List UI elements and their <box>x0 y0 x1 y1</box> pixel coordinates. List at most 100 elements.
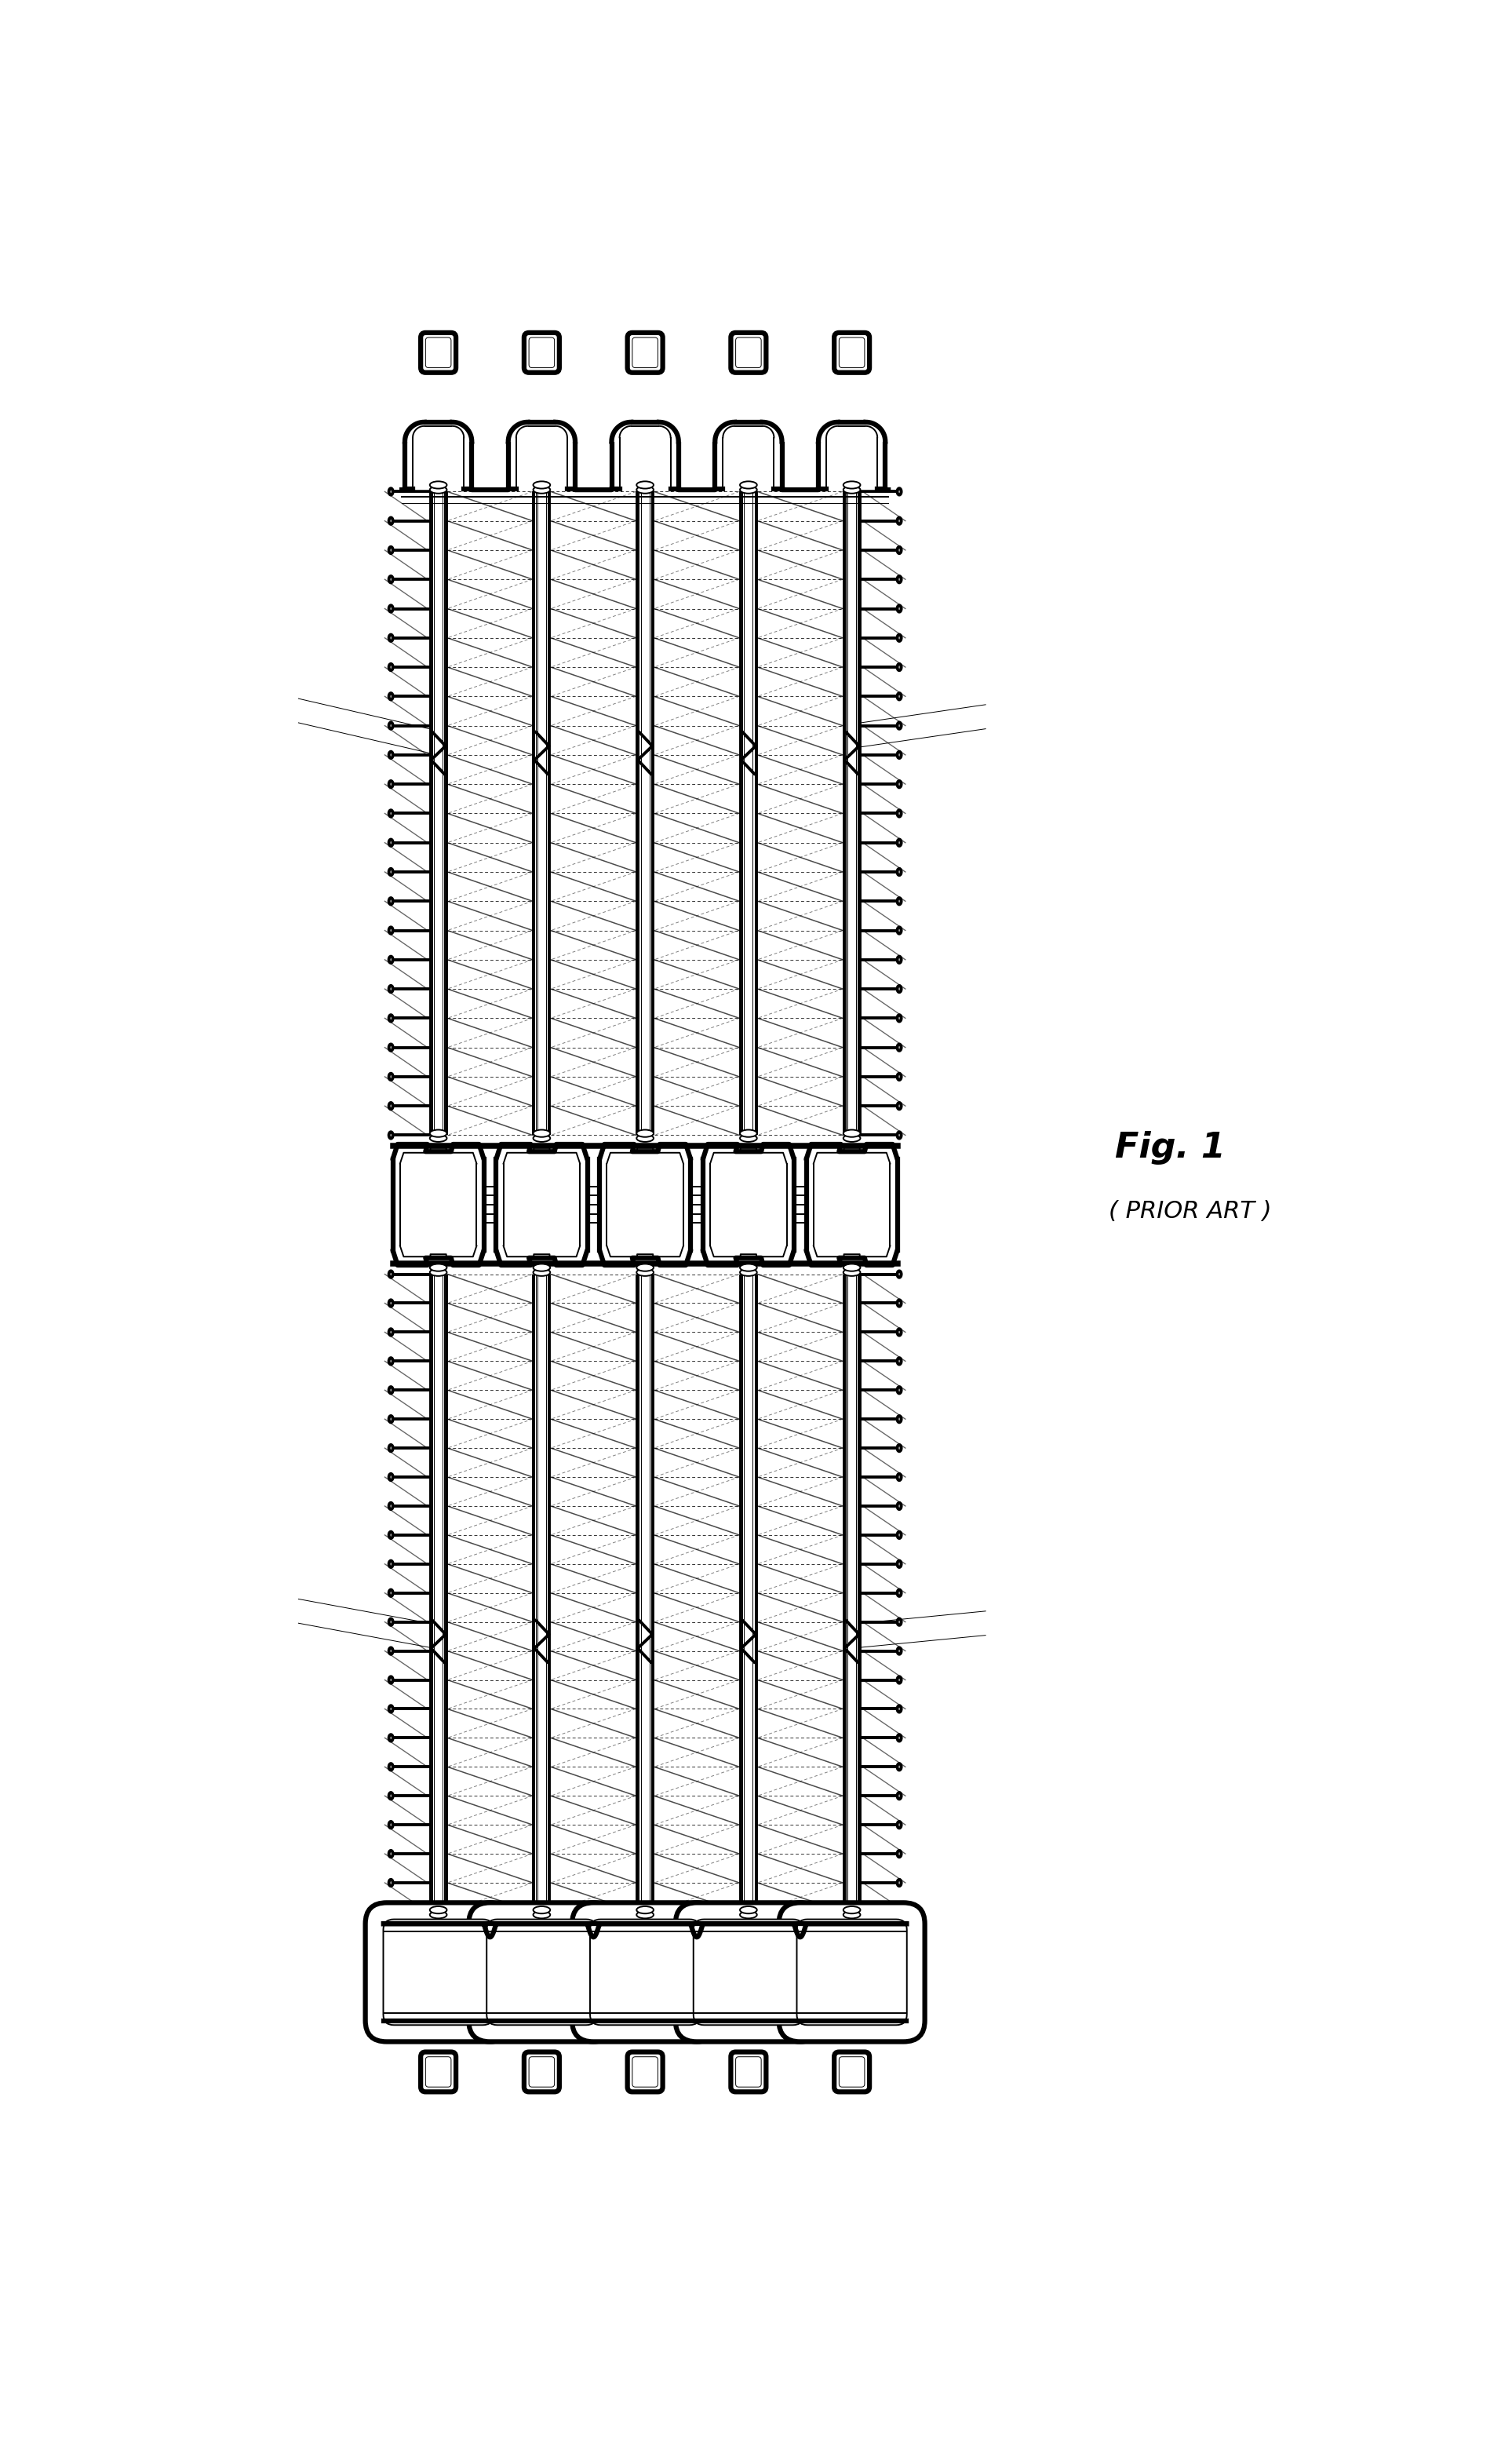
Ellipse shape <box>739 1911 758 1918</box>
Ellipse shape <box>429 1911 448 1918</box>
Ellipse shape <box>389 576 393 583</box>
Ellipse shape <box>897 1044 901 1052</box>
Ellipse shape <box>637 1135 653 1142</box>
Ellipse shape <box>739 486 758 493</box>
Ellipse shape <box>389 1415 393 1423</box>
Ellipse shape <box>897 1850 901 1857</box>
Ellipse shape <box>429 1264 448 1271</box>
Ellipse shape <box>897 869 901 876</box>
Ellipse shape <box>637 1264 653 1271</box>
Ellipse shape <box>389 1562 393 1566</box>
FancyBboxPatch shape <box>525 2052 559 2091</box>
FancyBboxPatch shape <box>632 2057 658 2086</box>
Ellipse shape <box>897 1647 901 1654</box>
FancyBboxPatch shape <box>487 1920 597 2025</box>
Ellipse shape <box>897 1706 901 1713</box>
FancyBboxPatch shape <box>694 1920 803 2025</box>
Ellipse shape <box>389 839 393 847</box>
Ellipse shape <box>389 488 393 495</box>
Ellipse shape <box>897 752 901 759</box>
Ellipse shape <box>897 781 901 788</box>
Ellipse shape <box>637 1911 653 1918</box>
FancyBboxPatch shape <box>779 1903 925 2042</box>
Ellipse shape <box>389 781 393 788</box>
Ellipse shape <box>534 486 550 493</box>
FancyBboxPatch shape <box>529 2057 555 2086</box>
Ellipse shape <box>389 1474 393 1481</box>
Ellipse shape <box>534 1911 550 1918</box>
Ellipse shape <box>897 605 901 612</box>
Ellipse shape <box>389 605 393 612</box>
Ellipse shape <box>389 1735 393 1742</box>
Ellipse shape <box>739 1130 758 1137</box>
Ellipse shape <box>897 839 901 847</box>
Ellipse shape <box>844 481 860 488</box>
Ellipse shape <box>389 1706 393 1713</box>
Ellipse shape <box>389 634 393 642</box>
Ellipse shape <box>844 486 860 493</box>
Text: Fig. 1: Fig. 1 <box>1114 1130 1225 1164</box>
Ellipse shape <box>637 486 653 493</box>
FancyBboxPatch shape <box>590 1920 700 2025</box>
Ellipse shape <box>389 1074 393 1081</box>
Ellipse shape <box>389 1132 393 1139</box>
Ellipse shape <box>429 481 448 488</box>
Ellipse shape <box>897 693 901 700</box>
Ellipse shape <box>429 486 448 493</box>
Ellipse shape <box>389 1044 393 1052</box>
Ellipse shape <box>389 1618 393 1625</box>
Ellipse shape <box>897 1908 901 1915</box>
Ellipse shape <box>844 1264 860 1271</box>
Ellipse shape <box>897 517 901 525</box>
Ellipse shape <box>389 956 393 964</box>
Bar <box>496 1152 587 1259</box>
Bar <box>508 422 575 488</box>
Ellipse shape <box>897 1444 901 1452</box>
Ellipse shape <box>897 722 901 730</box>
Ellipse shape <box>389 1647 393 1654</box>
Ellipse shape <box>389 1793 393 1798</box>
Ellipse shape <box>389 752 393 759</box>
Ellipse shape <box>389 1271 393 1279</box>
Ellipse shape <box>897 1735 901 1742</box>
Bar <box>715 422 782 488</box>
Ellipse shape <box>897 956 901 964</box>
Ellipse shape <box>844 1911 860 1918</box>
Ellipse shape <box>389 1359 393 1364</box>
Ellipse shape <box>534 1269 550 1276</box>
Ellipse shape <box>844 1135 860 1142</box>
Ellipse shape <box>897 664 901 671</box>
Ellipse shape <box>389 1676 393 1684</box>
Ellipse shape <box>844 1130 860 1137</box>
Bar <box>393 1152 484 1259</box>
FancyBboxPatch shape <box>839 337 865 368</box>
FancyBboxPatch shape <box>835 2052 869 2091</box>
FancyBboxPatch shape <box>676 1903 821 2042</box>
FancyBboxPatch shape <box>469 1903 615 2042</box>
Ellipse shape <box>739 1135 758 1142</box>
Ellipse shape <box>897 1823 901 1828</box>
FancyBboxPatch shape <box>572 1903 718 2042</box>
FancyBboxPatch shape <box>383 1920 493 2025</box>
Ellipse shape <box>389 1532 393 1537</box>
Ellipse shape <box>389 1591 393 1596</box>
FancyBboxPatch shape <box>797 1920 907 2025</box>
Ellipse shape <box>429 1269 448 1276</box>
Ellipse shape <box>897 1415 901 1423</box>
Ellipse shape <box>897 898 901 905</box>
Ellipse shape <box>897 547 901 554</box>
Ellipse shape <box>897 1015 901 1022</box>
Ellipse shape <box>534 1135 550 1142</box>
Ellipse shape <box>897 1764 901 1769</box>
Ellipse shape <box>389 1823 393 1828</box>
Ellipse shape <box>844 1906 860 1913</box>
Ellipse shape <box>897 1301 901 1305</box>
FancyBboxPatch shape <box>736 2057 761 2086</box>
FancyBboxPatch shape <box>420 2052 457 2091</box>
Ellipse shape <box>897 1074 901 1081</box>
Ellipse shape <box>897 1503 901 1510</box>
Ellipse shape <box>637 1906 653 1913</box>
FancyBboxPatch shape <box>420 332 457 373</box>
FancyBboxPatch shape <box>835 332 869 373</box>
Ellipse shape <box>389 1301 393 1305</box>
